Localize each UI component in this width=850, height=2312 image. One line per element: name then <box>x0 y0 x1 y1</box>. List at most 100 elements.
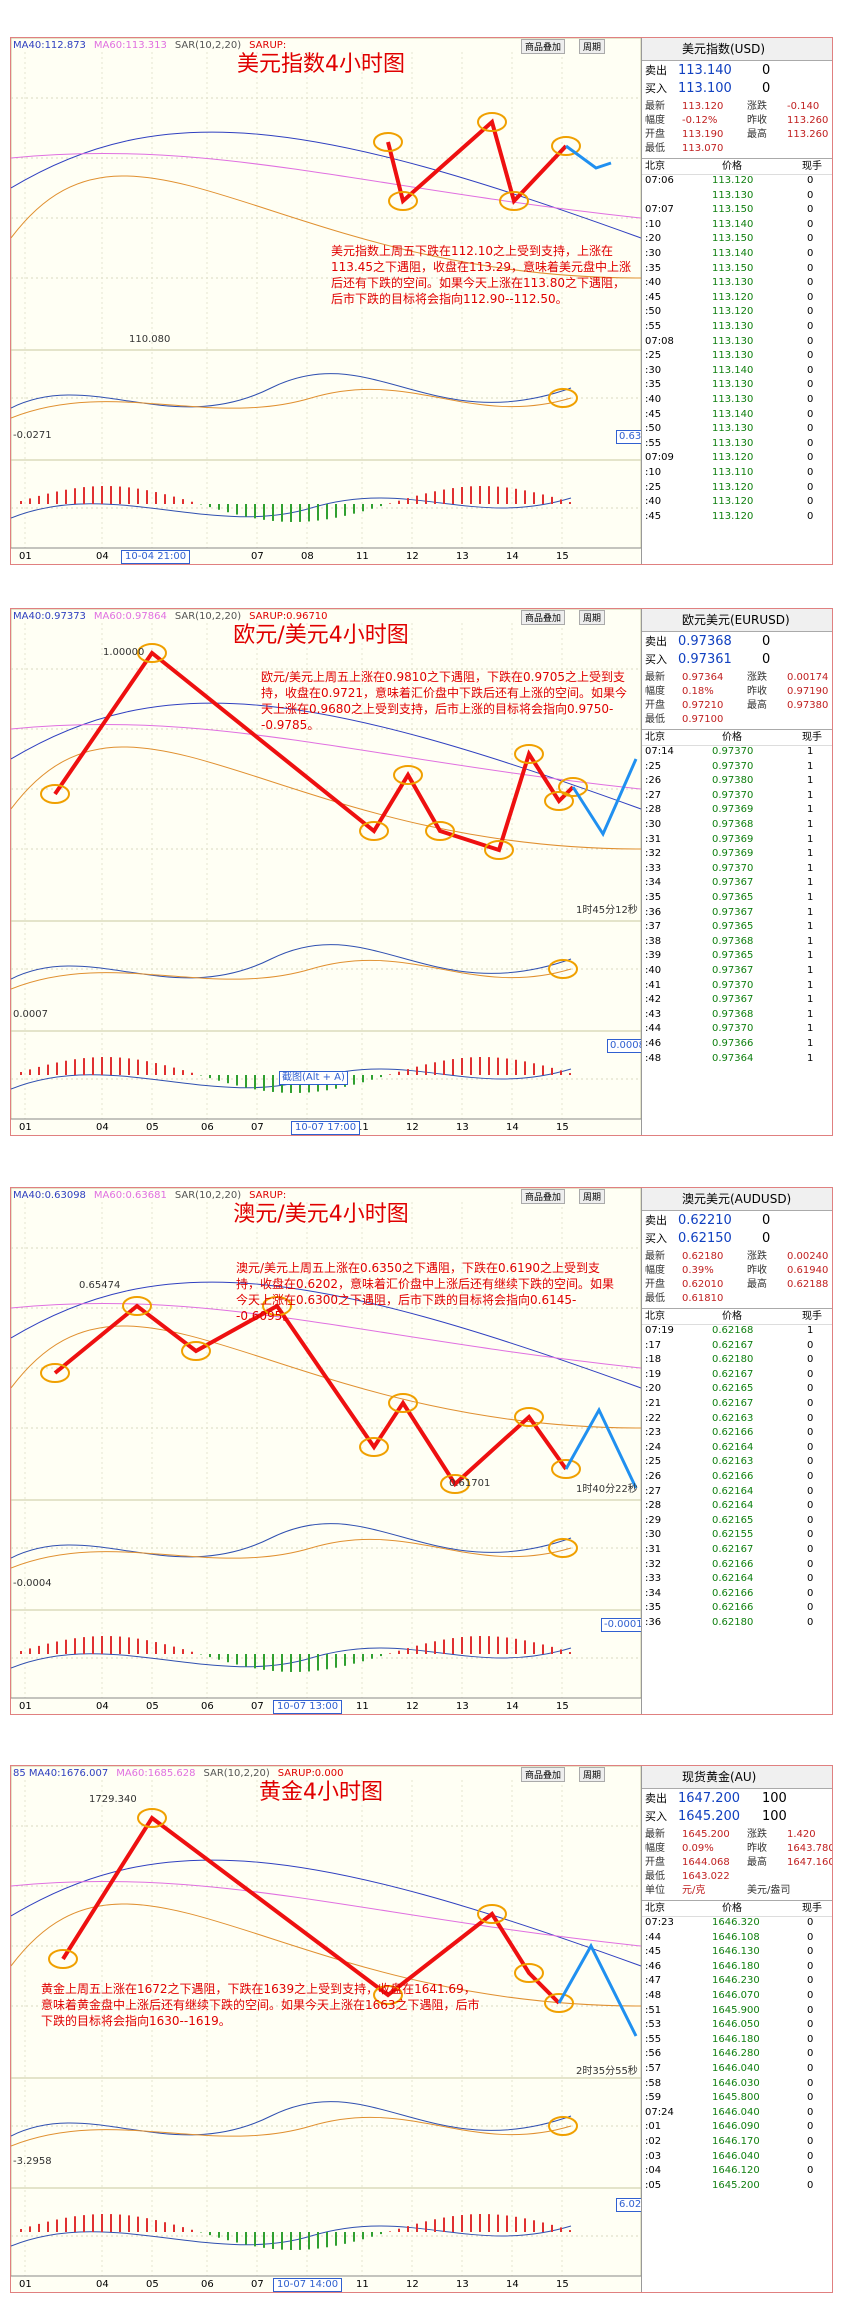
tick-time: :36 <box>645 1617 662 1628</box>
tick-price: 1646.280 <box>712 2048 760 2060</box>
tick-volume: 0 <box>807 1427 814 1439</box>
toolbar-button[interactable]: 商品叠加 <box>521 610 566 625</box>
tick-price: 113.150 <box>712 262 754 274</box>
tick-time: 07:08 <box>645 335 674 347</box>
tick-time: :20 <box>645 233 662 245</box>
tick-price: 113.120 <box>712 452 754 464</box>
trend-line <box>53 1303 568 1488</box>
chart-label: -3.2958 <box>13 2156 52 2167</box>
tick-volume: 0 <box>807 2077 814 2089</box>
tick-time: :35 <box>645 262 662 274</box>
tick-price: 1646.040 <box>712 2063 760 2074</box>
tick-row: :22 0.62163 0 <box>642 1412 832 1426</box>
tick-price: 1646.070 <box>712 1990 760 2001</box>
tick-volume: 0 <box>807 423 814 435</box>
tick-price: 0.62166 <box>712 1558 754 1570</box>
tick-price: 0.97369 <box>712 804 754 816</box>
ma-line <box>11 702 641 810</box>
tick-price: 113.130 <box>712 437 754 449</box>
tick-volume: 0 <box>807 364 814 376</box>
stats-cell: 美元/盎司 <box>747 1885 791 1896</box>
toolbar-button[interactable]: 商品叠加 <box>521 1189 566 1204</box>
tick-row: :47 1646.230 0 <box>642 1974 832 1988</box>
tick-volume: 0 <box>807 2179 814 2191</box>
stats-cell: -0.140 <box>787 101 820 112</box>
toolbar-button[interactable]: 商品叠加 <box>521 39 566 54</box>
tick-row: :44 0.97370 1 <box>642 1022 832 1036</box>
tick-price: 113.120 <box>712 175 754 186</box>
x-tick-label: 04 <box>96 551 109 562</box>
tick-time: :45 <box>645 1946 662 1958</box>
ticks-header: 北京 价格 现手 <box>642 158 832 175</box>
tick-price: 1646.320 <box>712 1917 760 1928</box>
tick-volume: 0 <box>807 2063 814 2074</box>
tick-row: :34 0.62166 0 <box>642 1587 832 1601</box>
tick-volume: 0 <box>807 2106 814 2118</box>
tick-row: :45 1646.130 0 <box>642 1945 832 1959</box>
indicator-line <box>11 2116 572 2147</box>
tick-time: 07:09 <box>645 452 674 464</box>
x-tick-label: 11 <box>356 551 369 562</box>
tick-volume: 1 <box>807 789 814 801</box>
chart-label: 1729.340 <box>89 1794 137 1805</box>
tick-row: :19 0.62167 0 <box>642 1368 832 1382</box>
stats-cell: 幅度 <box>645 1843 665 1854</box>
tick-row: :30 113.140 0 <box>642 364 832 378</box>
tick-volume: 0 <box>807 233 814 245</box>
tick-time: :01 <box>645 2121 662 2133</box>
tick-price: 113.130 <box>712 277 754 289</box>
stats-cell: 113.260 <box>787 129 829 140</box>
pane <box>11 1766 641 2079</box>
tick-price: 1646.050 <box>712 2019 760 2031</box>
tick-time: :23 <box>645 1427 662 1439</box>
tick-time: :58 <box>645 2077 662 2089</box>
trend-line <box>61 1815 561 2005</box>
tick-volume: 1 <box>807 979 814 991</box>
stats-row: 开盘 113.190 最高 113.260 <box>642 128 832 142</box>
tick-row: :46 1646.180 0 <box>642 1960 832 1974</box>
quote-panel: 澳元美元(AUDUSD) 卖出 0.62210 0 买入 0.62150 0 最新 0.6218… <box>641 1188 832 1714</box>
quote-label: 卖出 <box>645 635 667 648</box>
toolbar-button[interactable]: 商品叠加 <box>521 1767 566 1782</box>
toolbar-button[interactable]: 周期 <box>579 39 606 54</box>
tick-row: :27 0.62164 0 <box>642 1485 832 1499</box>
chart-drawing <box>11 1766 641 2277</box>
chart-label: 1时45分12秒 <box>576 905 638 916</box>
stats-row: 幅度 0.39% 昨收 0.61940 <box>642 1264 832 1278</box>
tick-volume: 1 <box>807 994 814 1006</box>
annotation: 欧元/美元上周五上涨在0.9810之下遇阻，下跌在0.9705之上受到支持，收盘… <box>261 670 627 732</box>
tick-row: :46 0.97366 1 <box>642 1037 832 1051</box>
tick-volume: 0 <box>807 1529 814 1541</box>
toolbar-button[interactable]: 周期 <box>579 610 606 625</box>
header-value: MA40:112.873 <box>13 40 86 51</box>
tick-row: 07:14 0.97370 1 <box>642 745 832 759</box>
tick-volume: 1 <box>807 862 814 874</box>
ma-line <box>11 746 641 850</box>
stats-row: 幅度 0.09% 昨收 1643.780 <box>642 1842 832 1856</box>
tick-time: :18 <box>645 1354 662 1366</box>
quote-label: 买入 <box>645 1232 667 1245</box>
quote-row: 卖出 113.140 0 <box>642 62 832 80</box>
chart-title: 澳元/美元4小时图 <box>233 1202 409 1227</box>
tick-price: 0.97367 <box>712 994 754 1006</box>
stats-cell: 0.97364 <box>682 672 724 683</box>
ticks-header-cell: 价格 <box>722 161 742 172</box>
tick-volume: 0 <box>807 467 814 478</box>
x-tick-label: 07 <box>251 1122 264 1133</box>
chart-drawing <box>11 38 641 549</box>
toolbar-button[interactable]: 周期 <box>579 1189 606 1204</box>
quote-size: 0 <box>762 634 771 649</box>
stats-cell: 最新 <box>645 672 665 683</box>
x-tick-label: 14 <box>506 551 519 562</box>
ma-line <box>11 1281 641 1389</box>
tick-row: :51 1645.900 0 <box>642 2004 832 2018</box>
tick-time: :31 <box>645 1544 662 1555</box>
tick-row: :35 0.62166 0 <box>642 1601 832 1615</box>
x-tick-label: 14 <box>506 2279 519 2290</box>
toolbar-button[interactable]: 周期 <box>579 1767 606 1782</box>
ticks-header-cell: 价格 <box>722 732 742 743</box>
tick-price: 1646.230 <box>712 1975 760 1987</box>
tick-time: :35 <box>645 892 662 903</box>
tick-time: :34 <box>645 1587 662 1599</box>
tick-volume: 0 <box>807 1500 814 1512</box>
